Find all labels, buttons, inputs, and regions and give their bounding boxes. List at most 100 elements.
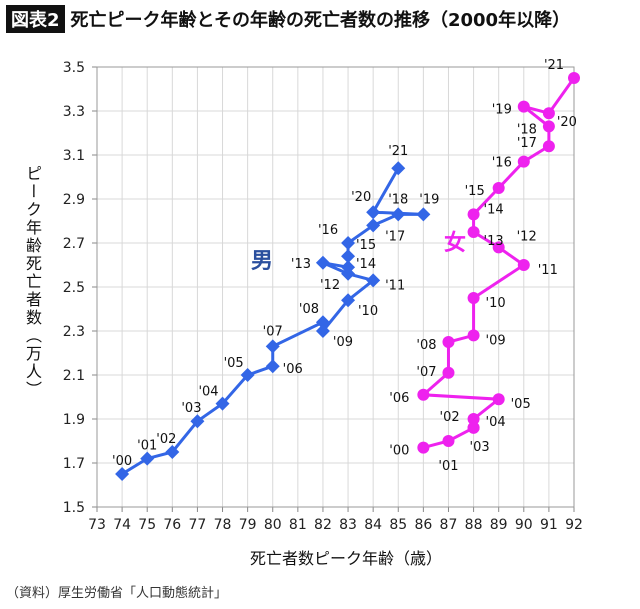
data-label: '19 [419,192,439,207]
data-label: '13 [291,257,311,272]
data-point [467,226,480,238]
data-point [542,107,555,120]
x-tick-label: 86 [414,517,432,533]
y-tick-label: 3.3 [63,104,85,120]
x-tick-label: 78 [214,517,232,533]
data-label: '11 [538,263,558,278]
x-tick-label: 75 [138,517,156,533]
figure-tag: 図表2 [6,5,65,33]
data-label: '12 [320,278,340,293]
data-point [315,255,330,270]
data-point [140,451,155,466]
y-tick-label: 3.1 [63,148,85,164]
data-label: '11 [385,278,405,293]
data-point [115,467,130,481]
data-point [442,336,455,348]
x-tick-label: 79 [239,517,257,533]
data-label: '05 [224,356,244,371]
x-tick-label: 77 [189,517,207,533]
data-label: '15 [465,184,485,199]
data-label: '01 [137,439,157,454]
x-tick-label: 90 [515,517,533,533]
y-tick-label: 3.5 [63,60,85,76]
data-label: '13 [484,234,504,249]
data-label: '21 [544,58,564,73]
data-point [366,273,381,288]
chart-title: 図表2 死亡ピーク年齢とその年齢の死亡者数の推移（2000年以降） [6,5,570,33]
data-label: '00 [112,454,132,469]
data-point [315,315,330,330]
x-tick-label: 81 [289,517,307,533]
x-tick-label: 91 [540,517,558,533]
series-male: '00'01'02'03'04'05'06'07'08'09'10'11'12'… [112,144,439,481]
data-label: '17 [385,229,405,244]
data-point [492,182,505,194]
data-point [265,359,280,374]
data-label: '02 [156,432,176,447]
data-label: '08 [299,302,319,317]
data-label: '03 [470,440,490,455]
data-label: '04 [198,385,218,400]
data-label: '16 [492,156,512,171]
x-tick-label: 84 [364,517,382,533]
data-point [442,366,455,379]
data-point [341,249,356,264]
legend-label: 男 [251,249,273,274]
data-label: '05 [511,397,531,412]
data-point [517,155,530,168]
x-tick-label: 85 [389,517,407,533]
data-point [366,218,381,233]
x-tick-label: 89 [490,517,508,533]
data-point [265,339,280,354]
data-label: '10 [486,296,506,311]
y-tick-label: 2.7 [63,236,85,252]
y-tick-label: 2.5 [63,280,85,296]
data-point [568,72,580,84]
x-tick-label: 88 [465,517,483,533]
data-label: '07 [416,365,436,380]
y-axis-label: ピーク年齢死亡者数（万人） [23,165,42,399]
data-point [240,368,255,382]
data-label: '07 [263,324,283,339]
x-tick-label: 74 [113,517,131,533]
data-label: '15 [356,238,376,253]
data-point [517,100,530,113]
data-point [467,329,480,342]
data-point [417,441,430,454]
data-label: '03 [181,401,201,416]
x-axis-label: 死亡者数ピーク年齢（歳） [250,549,443,568]
data-label: '14 [484,202,504,217]
data-label: '09 [486,333,506,348]
y-tick-label: 1.7 [63,456,85,472]
data-point [517,259,530,271]
y-tick-label: 1.9 [63,412,85,428]
legend-label: 女 [444,230,466,256]
data-point [341,260,356,275]
series-female: '00 '01 '02 '03 '04 '05 '06 '07 '08 '09 '10 '11 '12 '… [389,58,580,474]
data-point [315,324,330,338]
data-point [341,293,356,308]
data-point [467,413,480,425]
data-point [467,292,480,304]
data-label: '14 [356,257,376,272]
data-label: '02 [440,410,460,425]
data-point [542,120,555,133]
x-tick-label: 87 [440,517,458,533]
plot-border [96,66,575,508]
data-label: '08 [416,338,436,353]
y-tick-label: 1.5 [63,500,85,516]
data-point [542,140,555,153]
data-point [442,435,455,447]
x-tick-label: 80 [264,517,282,533]
x-tick-label: 82 [314,517,332,533]
data-point [417,388,430,401]
data-point [341,236,356,250]
data-point [492,393,505,406]
x-tick-label: 92 [565,517,583,533]
data-point [416,207,431,222]
data-label: '20 [351,190,371,205]
y-tick-label: 2.9 [63,192,85,208]
data-label: '17 [517,136,537,151]
data-label: '04 [486,415,506,430]
